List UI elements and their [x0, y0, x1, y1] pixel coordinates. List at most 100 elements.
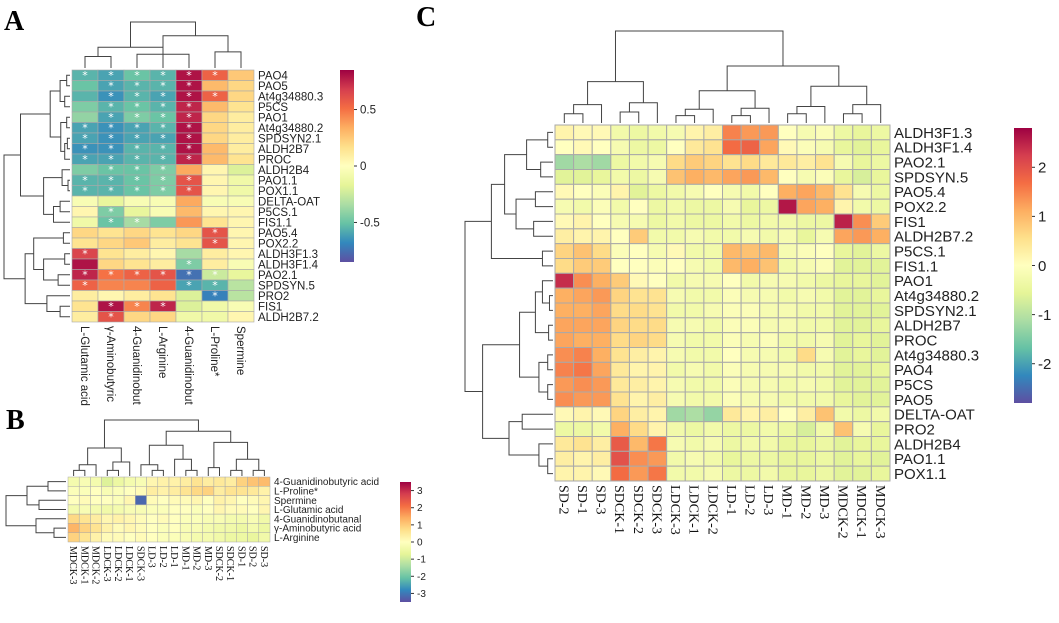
heatmap-cell [573, 287, 593, 304]
heatmap-cell [796, 228, 817, 245]
row-label: ALDH2B4 [894, 436, 961, 453]
heatmap-cell [722, 213, 742, 230]
significance-star: * [108, 163, 114, 176]
heatmap-cell [666, 436, 686, 452]
legend-tick-label: 3 [417, 486, 423, 497]
significance-star: * [82, 184, 88, 197]
heatmap-cell [666, 124, 686, 141]
heatmap-cell [777, 154, 798, 171]
heatmap-cell [870, 198, 891, 215]
heatmap-cell [815, 287, 835, 304]
column-label: MDCK-1 [853, 485, 868, 539]
row-label: PROC [258, 154, 291, 166]
heatmap-cell [666, 421, 686, 437]
row-label: ALDH2B7 [258, 144, 309, 156]
heatmap-cell [852, 243, 872, 260]
significance-star: * [160, 142, 166, 155]
heatmap-cell [554, 154, 575, 171]
significance-star: * [82, 247, 88, 260]
dendrogram-branch [619, 111, 640, 123]
heatmap-cell [777, 183, 798, 200]
dendrogram-branch [38, 499, 66, 510]
heatmap-cell [610, 406, 630, 423]
heatmap-cell [135, 513, 147, 524]
heatmap-cell [777, 421, 798, 437]
heatmap-cell [703, 169, 724, 185]
dendrogram-branch [540, 161, 553, 178]
column-dendrogram-b [73, 419, 265, 476]
heatmap-cell [684, 317, 705, 334]
heatmap-cell [202, 495, 215, 506]
heatmap-cell [647, 228, 668, 245]
heatmap-cell [815, 302, 835, 319]
significance-star: * [134, 163, 140, 176]
heatmap-cell [71, 311, 99, 323]
heatmap-cell [852, 124, 872, 141]
significance-star: * [134, 153, 140, 166]
heatmap-cell [759, 154, 779, 171]
heatmap-cell [796, 376, 817, 393]
dendrogram-branch [35, 518, 66, 534]
heatmap-cell [796, 436, 817, 452]
heatmap-cell [610, 169, 630, 185]
heatmap-cell [191, 513, 203, 524]
significance-star: * [186, 132, 192, 145]
heatmap-cell [833, 272, 854, 289]
heatmap-cell [573, 272, 593, 289]
significance-star: * [108, 100, 114, 113]
heatmap-cell [722, 347, 742, 363]
heatmap-cell [71, 227, 99, 239]
heatmap-cell [90, 495, 102, 506]
heatmap-cell [175, 206, 203, 218]
column-label: MDCK-2 [90, 546, 101, 584]
heatmap-cell [759, 391, 779, 408]
heatmap-cell [870, 302, 891, 319]
column-label: SDCK-2 [630, 485, 645, 534]
dendrogram-branch [60, 122, 67, 152]
significance-star: * [160, 163, 166, 176]
heatmap-cell [870, 287, 891, 304]
column-label: LD-1 [168, 546, 179, 568]
heatmap-cell [870, 258, 891, 274]
significance-star: * [160, 268, 166, 281]
heatmap-cell [247, 486, 260, 496]
dendrogram-branch [64, 253, 70, 265]
heatmap-cell [684, 287, 705, 304]
heatmap-cell [628, 361, 649, 378]
significance-star: * [108, 300, 114, 313]
heatmap-cell [213, 504, 226, 515]
heatmap-cell [112, 513, 125, 524]
heatmap-cell [740, 124, 761, 141]
heatmap-cell [684, 213, 705, 230]
column-label: MD-1 [179, 546, 190, 570]
heatmap-cell [247, 532, 260, 543]
heatmap-cell [740, 169, 761, 185]
heatmap-cell [833, 376, 854, 393]
dendrogram-branch [547, 131, 553, 148]
heatmap-cell [815, 243, 835, 260]
column-label: LDCK-2 [112, 546, 123, 582]
heatmap-cell [175, 290, 203, 302]
heatmap-cell [815, 436, 835, 452]
column-label: MDCK-1 [78, 546, 89, 584]
heatmap-cell [123, 237, 151, 249]
significance-star: * [186, 121, 192, 134]
heatmap-cell [740, 361, 761, 378]
heatmap-cell [833, 139, 854, 156]
column-label: LD-1 [723, 485, 738, 515]
heatmap-cell [852, 361, 872, 378]
heatmap-cell [833, 228, 854, 245]
heatmap-cell [258, 513, 271, 524]
heatmap-cell [796, 213, 817, 230]
dendrogram-branch [59, 305, 70, 318]
heatmap-cell [573, 421, 593, 437]
row-label: ALDH3F1.3 [894, 125, 972, 142]
significance-star: * [186, 100, 192, 113]
heatmap-cell [123, 311, 151, 323]
heatmap-cell [852, 436, 872, 452]
heatmap-cell [71, 216, 99, 228]
significance-star: * [134, 111, 140, 124]
heatmap-cell [815, 421, 835, 437]
heatmap-cell [573, 258, 593, 274]
heatmap-cell [703, 436, 724, 452]
